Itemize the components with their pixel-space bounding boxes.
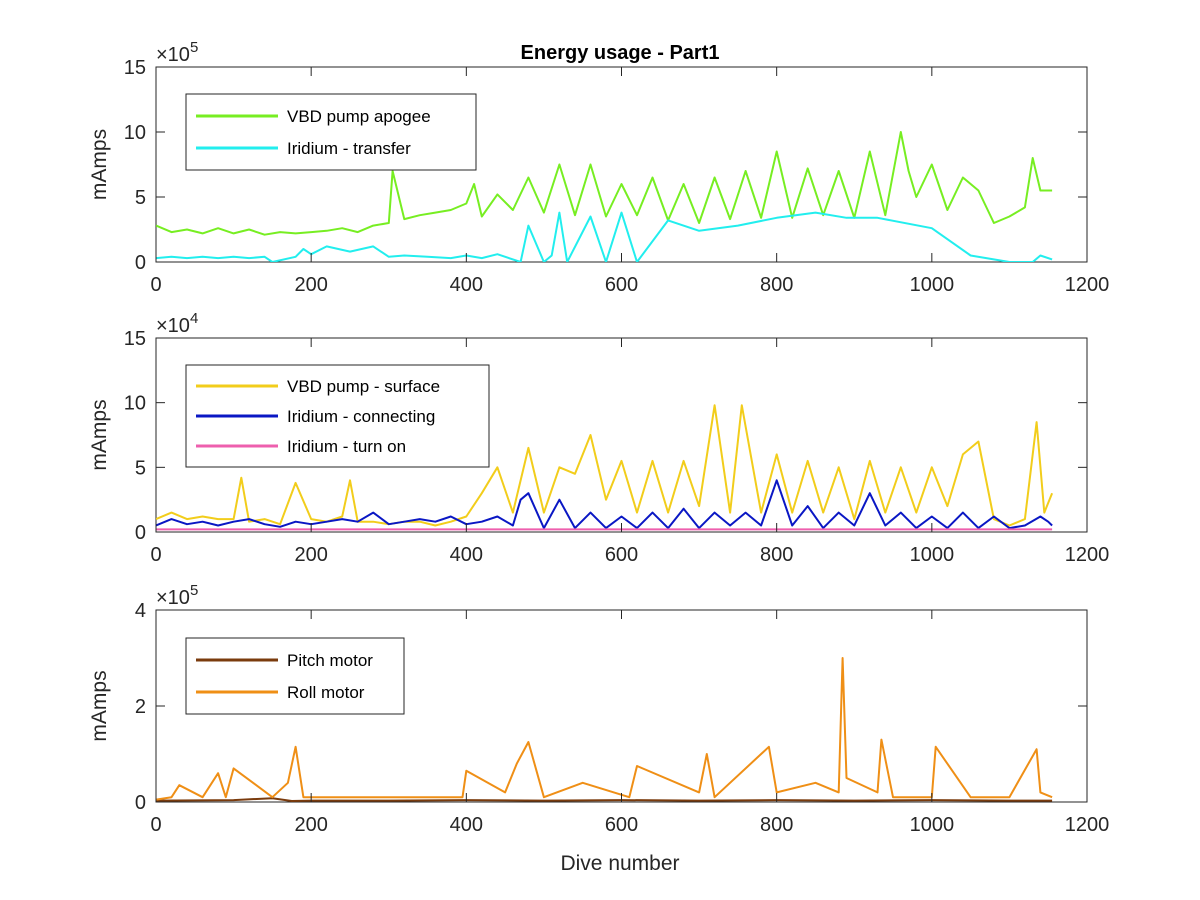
y-multiplier: ×10 <box>156 315 190 337</box>
legend-label-3: Iridium - turn on <box>287 437 406 456</box>
x-tick-label: 0 <box>150 814 161 836</box>
series-line-1 <box>156 404 1054 527</box>
x-tick-label: 0 <box>150 544 161 566</box>
legend-label-2: Iridium - transfer <box>287 139 411 158</box>
legend-label-2: Iridium - connecting <box>287 407 435 426</box>
figure-title: Energy usage - Part1 <box>521 42 720 64</box>
legend: VBD pump - surface Iridium - connecting Ir… <box>185 364 490 468</box>
subplot-panels: 0 200 400 600 800 1000 1200051015×105mAmpsVBD … <box>88 39 1109 836</box>
x-tick-label: 800 <box>760 274 793 296</box>
y-tick-label: 15 <box>124 328 146 350</box>
y-tick-label: 0 <box>135 522 146 544</box>
series-group <box>156 131 1053 262</box>
legend-box <box>185 93 477 171</box>
y-tick-label: 15 <box>124 57 146 79</box>
y-tick-label: 2 <box>135 696 146 718</box>
subplot-1: 0 200 400 600 800 1000 1200051015×105mAmpsVBD … <box>88 39 1109 296</box>
y-multiplier: ×10 <box>156 44 190 66</box>
y-exponent: 5 <box>190 39 198 56</box>
series-line-1 <box>156 131 1053 236</box>
x-tick-label: 600 <box>605 814 638 836</box>
x-tick-label: 1200 <box>1065 814 1110 836</box>
y-tick-label: 0 <box>135 792 146 814</box>
legend: Pitch motor Roll motor <box>185 637 405 715</box>
x-tick-label: 1000 <box>910 274 955 296</box>
x-tick-label: 800 <box>760 814 793 836</box>
legend-label-2: Roll motor <box>287 683 365 702</box>
x-tick-label: 200 <box>294 544 327 566</box>
legend-box <box>185 637 405 715</box>
y-tick-label: 5 <box>135 457 146 479</box>
x-tick-label: 600 <box>605 544 638 566</box>
x-tick-label: 1000 <box>910 814 955 836</box>
y-exponent-label: ×105 <box>156 39 198 66</box>
series-line-2 <box>156 657 1053 801</box>
y-tick-label: 10 <box>124 393 146 415</box>
x-tick-label: 600 <box>605 274 638 296</box>
y-exponent-label: ×104 <box>156 310 198 337</box>
y-exponent-label: ×105 <box>156 582 198 609</box>
series-group <box>156 657 1053 802</box>
legend-label-1: Pitch motor <box>287 651 373 670</box>
series-line-2 <box>156 211 1053 262</box>
x-tick-label: 400 <box>450 544 483 566</box>
y-exponent: 4 <box>190 310 198 327</box>
y-tick-label: 0 <box>135 252 146 274</box>
y-axis-label: mAmps <box>88 129 111 200</box>
x-tick-label: 1200 <box>1065 274 1110 296</box>
x-tick-label: 200 <box>294 274 327 296</box>
legend-label-1: VBD pump apogee <box>287 107 431 126</box>
y-tick-label: 5 <box>135 187 146 209</box>
x-tick-label: 800 <box>760 544 793 566</box>
y-axis-label: mAmps <box>88 399 111 470</box>
x-tick-label: 400 <box>450 274 483 296</box>
y-axis-label: mAmps <box>88 670 111 741</box>
series-line-1 <box>156 797 1053 802</box>
x-tick-label: 200 <box>294 814 327 836</box>
y-exponent: 5 <box>190 582 198 599</box>
subplot-2: 0 200 400 600 800 1000 1200 0 5 10 15 ×104 mAmps VBD … <box>88 310 1109 566</box>
y-tick-label: 4 <box>135 600 146 622</box>
y-multiplier: ×10 <box>156 587 190 609</box>
x-tick-label: 0 <box>150 274 161 296</box>
legend-label-1: VBD pump - surface <box>287 377 440 396</box>
x-tick-label: 400 <box>450 814 483 836</box>
x-axis-label: Dive number <box>560 852 679 875</box>
x-tick-label: 1000 <box>910 544 955 566</box>
subplot-3: 0 200 400 600 800 1000 1200 0 2 4 ×105 mAmps Pitch m… <box>88 582 1109 836</box>
legend: VBD pump apogee Iridium - transfer <box>185 93 477 171</box>
y-tick-label: 10 <box>124 122 146 144</box>
x-tick-label: 1200 <box>1065 544 1110 566</box>
